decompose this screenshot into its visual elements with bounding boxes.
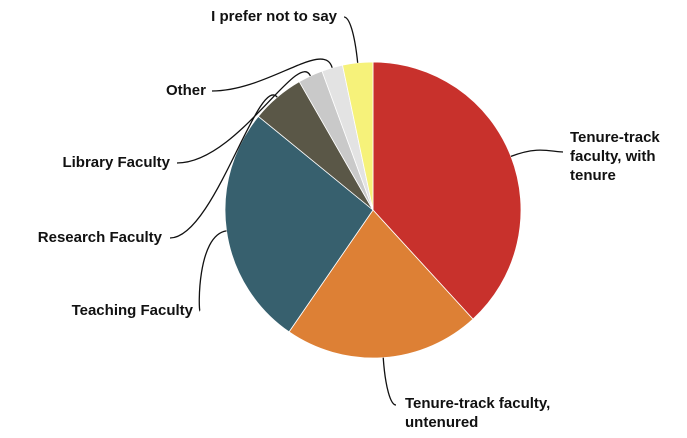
slice-label: Research Faculty (37, 229, 162, 246)
leader-line (176, 71, 311, 164)
leader-line (343, 16, 359, 63)
slice-label: Other (165, 82, 206, 99)
leader-line (510, 149, 564, 157)
leader-line (382, 357, 397, 406)
slice-label: Tenure-track faculty, with tenure (570, 129, 660, 184)
slice-label: Library Faculty (62, 154, 170, 171)
leader-line (198, 230, 227, 312)
leader-line (169, 94, 278, 239)
leader-line (211, 58, 333, 92)
slice-label: Tenure-track faculty, untenured (405, 395, 551, 431)
pie-slice (372, 61, 522, 320)
slice-label: I prefer not to say (211, 8, 337, 25)
slice-label: Teaching Faculty (71, 302, 193, 319)
